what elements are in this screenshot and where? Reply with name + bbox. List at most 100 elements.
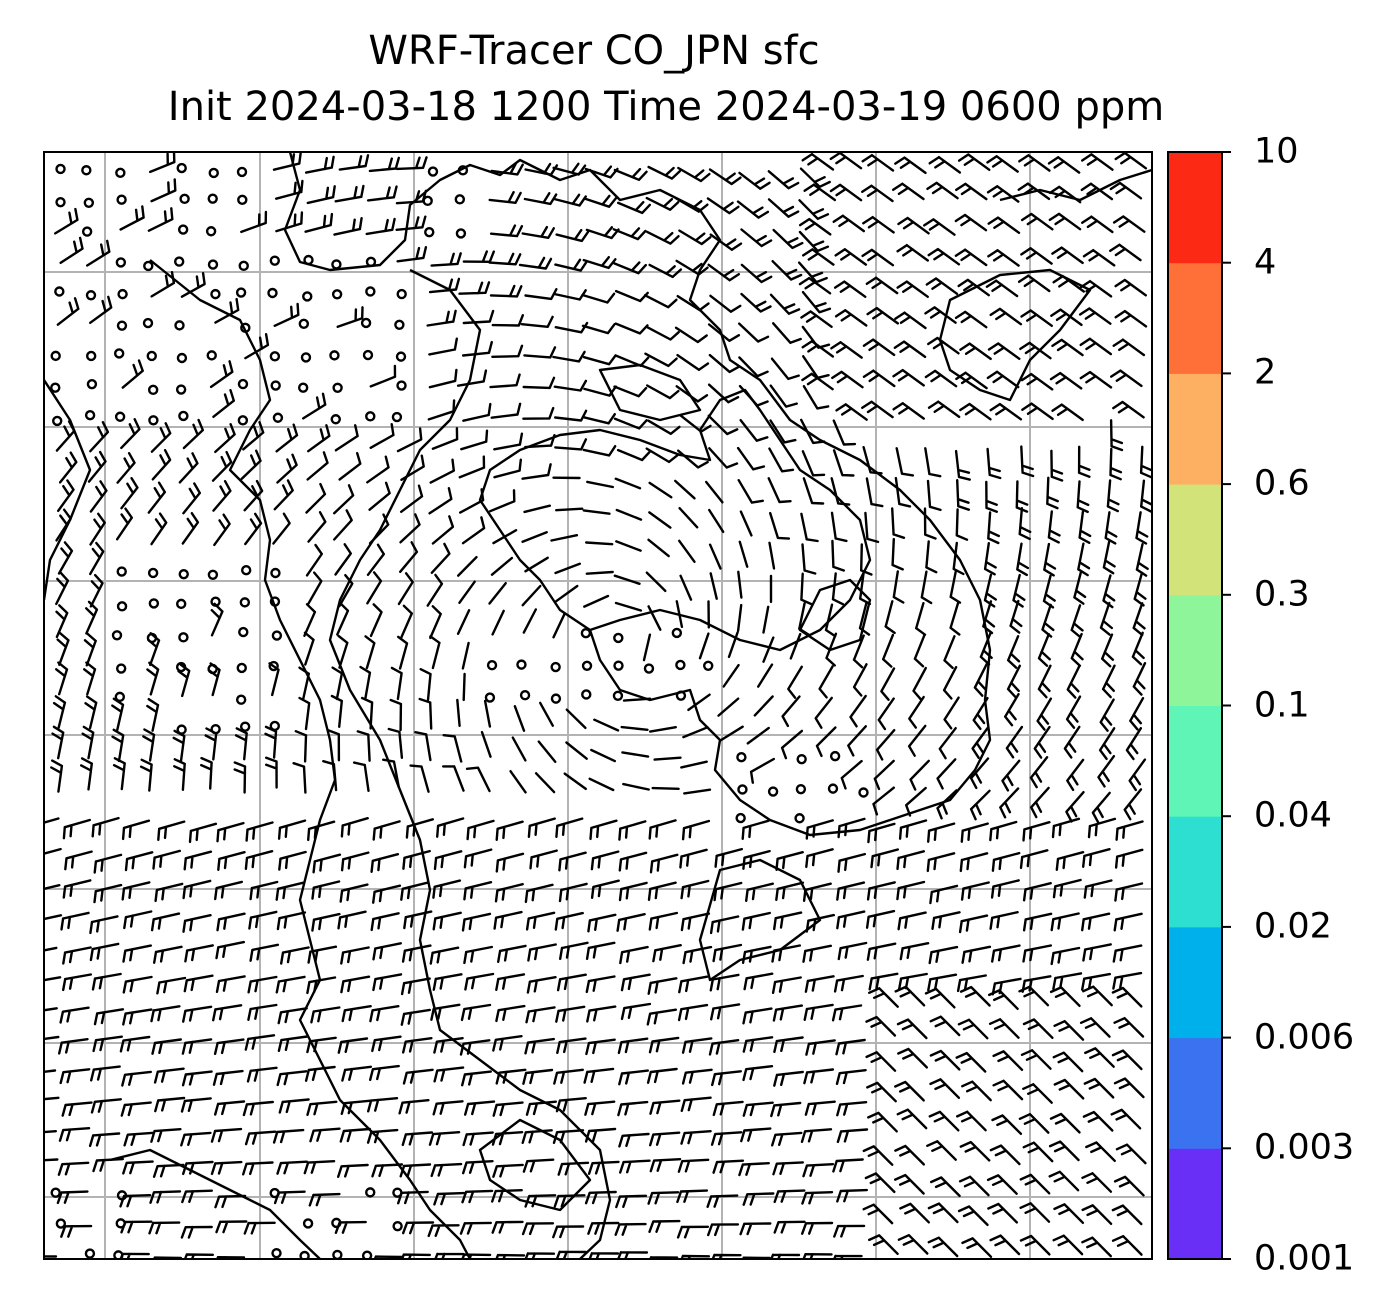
wind-barb [825, 632, 838, 667]
wind-barb [306, 1036, 337, 1054]
wind-barb [121, 881, 151, 901]
wind-barb [680, 879, 710, 900]
wind-barb [864, 511, 880, 544]
wind-barb [247, 1003, 278, 1021]
wind-barb [771, 260, 803, 281]
wind-barb [642, 633, 652, 662]
calm-wind-marker [206, 350, 217, 361]
wind-barb [1019, 341, 1052, 360]
wind-barb [773, 1036, 804, 1053]
wind-barb [565, 741, 588, 760]
wind-barb [91, 816, 120, 838]
wind-barb [491, 1220, 524, 1234]
wind-barb [244, 512, 263, 546]
wind-barb [832, 1254, 863, 1259]
wind-barb [59, 236, 84, 264]
wind-barb [771, 1131, 803, 1147]
wind-barb [927, 1236, 959, 1258]
calm-wind-marker [85, 290, 97, 301]
wind-barb [400, 484, 424, 513]
wind-barb [426, 309, 457, 327]
coastline-peninsula-east [328, 268, 612, 1259]
calm-wind-marker [268, 660, 279, 672]
wind-barb [991, 851, 1021, 872]
wind-barb [586, 1005, 617, 1023]
wind-barb [153, 1067, 185, 1084]
wind-barb [180, 272, 206, 298]
wind-barb [1006, 664, 1021, 699]
calm-wind-marker [331, 289, 343, 300]
wind-barb [492, 1035, 523, 1052]
wind-barb [554, 562, 581, 575]
wind-barb [372, 820, 401, 841]
wind-barb [333, 484, 355, 515]
wind-barb [400, 881, 430, 901]
wind-barb [836, 1188, 868, 1203]
wind-barb [802, 882, 832, 902]
calm-wind-marker [116, 601, 128, 612]
wind-barb [1063, 725, 1081, 759]
wind-barb [522, 608, 537, 634]
wind-barb [1009, 599, 1023, 634]
wind-barb [620, 725, 649, 731]
wind-barb [612, 227, 647, 241]
colorbar-tick-label: 0.6 [1254, 463, 1310, 504]
wind-barb [652, 944, 682, 963]
wind-barb [44, 1130, 57, 1134]
wind-barb [370, 912, 400, 932]
wind-barb [419, 668, 432, 702]
wind-barb [1020, 212, 1054, 231]
wind-barb [402, 1068, 434, 1085]
wind-barb [44, 914, 63, 921]
wind-barb [862, 1145, 894, 1166]
wind-barb [511, 736, 527, 762]
wind-barb [397, 572, 414, 606]
wind-barb [798, 199, 830, 220]
wind-barb [44, 817, 60, 824]
wind-barb [647, 538, 670, 558]
wind-barb [245, 821, 274, 842]
wind-barb [797, 261, 828, 284]
wind-barb [1048, 212, 1082, 231]
wind-barb [148, 1221, 181, 1235]
wind-barb [400, 977, 431, 996]
wind-barb [680, 1096, 712, 1112]
wind-barb [340, 946, 370, 965]
calm-wind-marker [238, 260, 249, 272]
wind-barb [645, 571, 667, 593]
wind-barb [522, 1158, 555, 1173]
wind-barb [399, 513, 421, 544]
calm-wind-marker [55, 163, 66, 175]
wind-barb [338, 154, 370, 171]
wind-barb [1065, 695, 1082, 729]
wind-barb [112, 757, 126, 791]
wind-barb [613, 261, 647, 275]
calm-wind-marker [81, 226, 93, 237]
wind-barb [583, 1067, 615, 1084]
wind-barb [800, 512, 819, 543]
wind-barb [836, 910, 866, 930]
wind-barb [849, 694, 867, 728]
wind-barb [1050, 946, 1081, 966]
wind-barb [1128, 758, 1147, 792]
wind-barb [305, 543, 323, 577]
wind-barb [586, 480, 614, 489]
wind-barb [1066, 758, 1085, 792]
wind-barb [986, 1174, 1018, 1195]
wind-barb [830, 477, 851, 506]
wind-barb [492, 1101, 524, 1117]
wind-barb [334, 1220, 367, 1234]
wind-barb [865, 1051, 897, 1072]
wind-barb [675, 600, 684, 628]
wind-barb [1021, 402, 1054, 421]
wind-barb [837, 817, 866, 839]
wind-barb [770, 1253, 801, 1259]
wind-barb [938, 727, 957, 760]
wind-barb [242, 421, 265, 451]
wind-barb [303, 631, 315, 666]
wind-barb [896, 880, 926, 901]
wind-barb [433, 1191, 466, 1206]
wind-barb [985, 279, 1019, 298]
wind-barb [430, 252, 462, 267]
wind-barb [768, 541, 776, 570]
